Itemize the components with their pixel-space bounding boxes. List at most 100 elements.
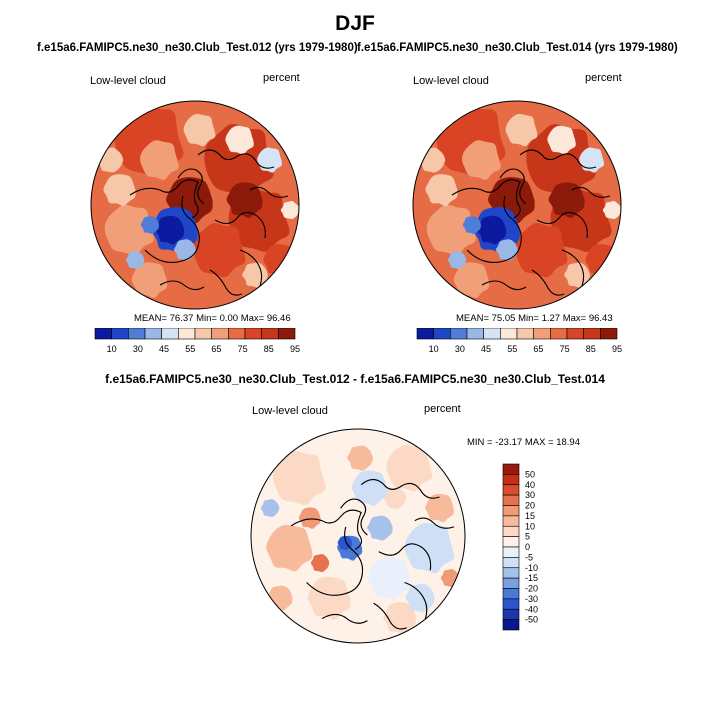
left-mean-value: 76.37 (169, 313, 194, 324)
diff-field-cell (404, 522, 455, 574)
right-colorbar-tick: 75 (560, 344, 570, 354)
right-coastline-segment (561, 249, 585, 287)
right-colorbar-box (450, 328, 468, 340)
right-field-cell (462, 216, 481, 234)
diff-map-border (250, 428, 466, 644)
right-colorbar-box (500, 328, 518, 340)
left-colorbar-tick: 55 (185, 344, 195, 354)
left-field-cell (125, 251, 145, 269)
right-colorbar-box (566, 328, 584, 340)
left-colorbar-box (161, 328, 179, 340)
left-coastline-segment (197, 149, 275, 169)
diff-colorbar-box (502, 567, 520, 579)
diff-coastline-segment (290, 509, 363, 551)
diff-polar-map (250, 428, 466, 644)
diff-colorbar-box (502, 525, 520, 537)
left-coastline-segment (159, 280, 205, 291)
left-colorbar-box (244, 328, 262, 340)
diff-variable-label: Low-level cloud (252, 405, 328, 417)
right-colorbar-tick: 95 (612, 344, 622, 354)
diff-coastline-segment (404, 581, 428, 620)
diff-colorbar-tick: 0 (525, 542, 530, 552)
diff-colorbar-tick: -5 (525, 552, 533, 562)
diff-field-cell (386, 444, 433, 492)
left-colorbar-tick: 75 (238, 344, 248, 354)
left-coastline-segment (239, 249, 263, 287)
left-colorbar-box (128, 328, 146, 340)
right-coastline-segment (466, 195, 522, 263)
diff-field-cell (405, 583, 435, 613)
diff-colorbar-box (502, 484, 520, 496)
left-colorbar-tick: 95 (290, 344, 300, 354)
right-max-value: 96.43 (588, 313, 613, 324)
right-map-border (412, 100, 622, 310)
diff-field-cell (266, 524, 313, 572)
left-field-cell (193, 278, 227, 309)
left-colorbar-tick: 30 (133, 344, 143, 354)
right-colorbar-tick: 10 (429, 344, 439, 354)
diff-stats: MIN = -23.17 MAX = 18.94 (467, 437, 581, 448)
diff-colorbar-box (502, 608, 520, 620)
figure-title: DJF (335, 12, 375, 35)
right-field-cell (535, 169, 559, 191)
diff-colorbar-tick: 50 (525, 469, 535, 479)
right-colorbar-box (550, 328, 568, 340)
left-field-cell (213, 169, 237, 191)
right-colorbar-box (583, 328, 601, 340)
right-colorbar-box (533, 328, 551, 340)
left-coastline-segment (209, 269, 243, 296)
right-field-cell (453, 262, 490, 298)
diff-field (251, 429, 465, 643)
right-stats: MEAN= 75.05 Min= 1.27 Max= 96.43 (456, 313, 613, 324)
left-field-cell (155, 215, 185, 245)
left-field-cell (225, 125, 254, 155)
diff-colorbar-box (502, 536, 520, 548)
diff-colorbar-box (502, 546, 520, 558)
diff-field-cell (425, 493, 454, 523)
right-colorbar-box (416, 328, 434, 340)
left-stats: MEAN= 76.37 Min= 0.00 Max= 96.46 (134, 313, 291, 324)
diff-field-cell (383, 487, 407, 509)
left-field-cell (192, 223, 246, 278)
right-mean-value: 75.05 (491, 313, 516, 324)
right-colorbar-box (600, 328, 618, 340)
left-min-value: 0.00 (219, 313, 239, 324)
right-field-cell (505, 113, 538, 147)
left-max-value: 96.46 (266, 313, 291, 324)
diff-colorbar-box (502, 588, 520, 600)
diff-colorbar-box (502, 619, 520, 631)
left-field-cell (173, 239, 196, 261)
diff-colorbar-tick: -10 (525, 563, 538, 573)
left-min-label: Min= (196, 313, 217, 324)
right-coastline-segment (481, 280, 527, 291)
left-polar-map (90, 100, 300, 310)
diff-field-cell (310, 554, 330, 572)
diff-coastline-segment (340, 498, 368, 536)
right-field-cell (602, 201, 621, 219)
diff-colorbar-box (502, 494, 520, 506)
right-min-label: Min= (518, 313, 539, 324)
right-max-label: Max= (562, 313, 587, 324)
right-coastline-segment (519, 149, 597, 169)
right-mean-label: MEAN= (456, 313, 489, 324)
diff-colorbar-tick: -40 (525, 604, 538, 614)
diff-colorbar-tick: -15 (525, 573, 538, 583)
right-field-cell (462, 140, 501, 180)
left-variable-label: Low-level cloud (90, 75, 166, 87)
diff-colorbar-box (502, 474, 520, 486)
left-colorbar-box (194, 328, 212, 340)
right-field-cell (495, 239, 518, 261)
right-field-cell (425, 174, 458, 207)
left-field-cell (140, 140, 179, 180)
left-field-cell (140, 216, 159, 234)
right-coastline-segment (531, 269, 565, 296)
diff-colorbar-box (502, 598, 520, 610)
diff-colorbar-tick: -30 (525, 594, 538, 604)
right-colorbar-tick: 65 (533, 344, 543, 354)
left-panel-subtitle: f.e15a6.FAMIPC5.ne30_ne30.Club_Test.012 … (37, 42, 358, 54)
right-colorbar: 10 30 45 55 65 75 85 95 (416, 328, 622, 354)
diff-colorbar-box (502, 463, 520, 475)
left-coastline (129, 149, 289, 296)
right-panel-subtitle: f.e15a6.FAMIPC5.ne30_ne30.Club_Test.014 … (357, 42, 678, 54)
left-max-label: Max= (240, 313, 265, 324)
